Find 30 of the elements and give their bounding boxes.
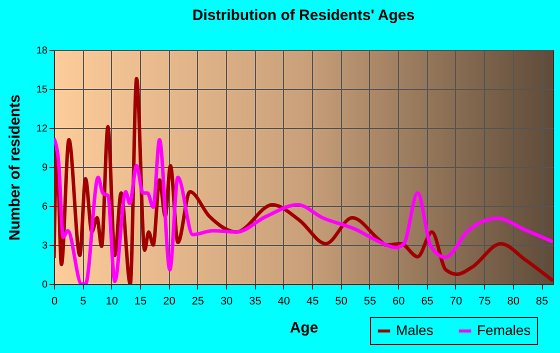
- x-tick-label: 70: [450, 296, 462, 308]
- y-tick-label: 18: [36, 46, 48, 56]
- y-tick-label: 0: [42, 280, 48, 290]
- x-tick-label: 50: [335, 296, 348, 308]
- x-tick-label: 30: [220, 296, 233, 308]
- x-tick-label: 40: [278, 296, 290, 308]
- x-tick-label: 5: [80, 296, 86, 308]
- chart-title: Distribution of Residents' Ages: [192, 7, 415, 24]
- x-tick-label: 0: [51, 296, 58, 308]
- legend-label: Males: [396, 322, 434, 338]
- x-tick-label: 25: [192, 296, 204, 308]
- x-tick-label: 45: [306, 296, 319, 308]
- y-tick-label: 3: [42, 240, 48, 252]
- x-tick-label: 20: [163, 296, 176, 308]
- x-tick-label: 85: [536, 296, 548, 308]
- y-tick-label: 15: [36, 84, 48, 96]
- y-axis-title: Number of residents: [6, 94, 24, 240]
- y-tick-label: 12: [36, 124, 48, 134]
- x-tick-label: 15: [134, 296, 147, 308]
- y-tick-label: 9: [42, 162, 48, 174]
- legend-label: Females: [477, 322, 531, 338]
- x-tick-label: 75: [478, 296, 491, 308]
- x-tick-label: 60: [392, 296, 405, 308]
- x-tick-label: 80: [507, 296, 520, 308]
- x-tick-label: 65: [421, 296, 434, 308]
- x-tick-label: 35: [249, 296, 262, 308]
- x-tick-label: 10: [106, 296, 118, 308]
- x-tick-label: 55: [364, 296, 376, 308]
- x-axis-title: Age: [290, 320, 318, 336]
- y-tick-label: 6: [42, 202, 48, 212]
